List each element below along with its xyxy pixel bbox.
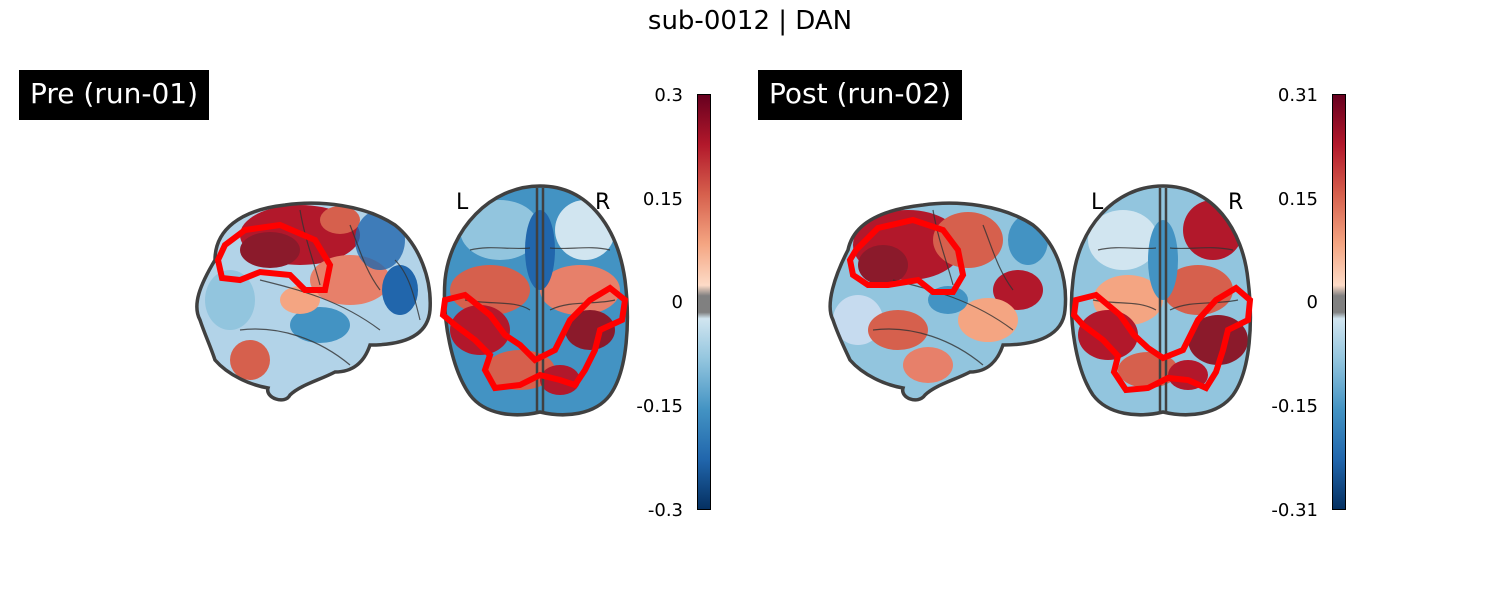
panel-pre: Pre (run-01) — [0, 0, 740, 600]
colorbar-tick-pre: 0.15 — [642, 189, 683, 210]
figure-title: sub-0012 | DAN — [647, 6, 853, 36]
roi-outline-sagittal-post — [846, 216, 967, 295]
axial-view-pre — [439, 184, 630, 417]
axial-view-post — [1069, 184, 1254, 417]
colorbar-tick-post: -0.15 — [1271, 396, 1318, 417]
panel-post: Post (run-02) — [738, 0, 1478, 600]
roi-outline-axial-pre — [439, 284, 629, 392]
colorbar-tick-pre: 0.3 — [654, 85, 683, 106]
colorbar-tick-post: 0.31 — [1277, 85, 1318, 106]
roi-outline-axial-post — [1070, 284, 1254, 394]
right-hemisphere-label-post: R — [1228, 190, 1244, 215]
sagittal-view-pre — [195, 201, 432, 402]
colorbar-pre — [697, 94, 711, 510]
left-hemisphere-label-post: L — [1091, 190, 1104, 215]
panel-label-post: Post (run-02) — [758, 70, 963, 120]
panel-label-pre: Pre (run-01) — [19, 70, 209, 120]
colorbar-tick-post: 0 — [1306, 292, 1318, 313]
right-hemisphere-label-pre: R — [595, 190, 611, 215]
colorbar-tick-post: 0.15 — [1277, 189, 1318, 210]
colorbar-post — [1332, 94, 1346, 510]
sagittal-view-post — [828, 201, 1068, 402]
colorbar-tick-pre: -0.3 — [647, 500, 683, 521]
brain-views-pre — [195, 184, 630, 417]
roi-outline-sagittal-pre — [214, 221, 334, 293]
brain-views-post — [828, 184, 1254, 417]
colorbar-tick-post: -0.31 — [1271, 500, 1318, 521]
colorbar-tick-pre: 0 — [671, 292, 683, 313]
colorbar-tick-pre: -0.15 — [636, 396, 683, 417]
left-hemisphere-label-pre: L — [456, 190, 469, 215]
